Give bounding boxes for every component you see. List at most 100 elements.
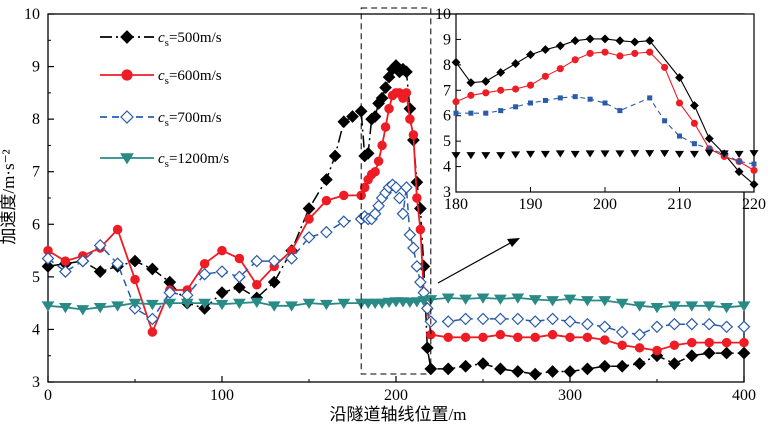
data-point bbox=[410, 297, 424, 308]
inset-data-point bbox=[451, 57, 461, 67]
data-point bbox=[563, 365, 577, 378]
data-point bbox=[720, 320, 733, 334]
data-point bbox=[198, 298, 212, 310]
data-point bbox=[217, 245, 227, 256]
data-point bbox=[130, 274, 140, 285]
data-point bbox=[739, 337, 749, 348]
inset-data-point bbox=[751, 161, 757, 167]
inset-data-point bbox=[646, 48, 654, 56]
arrow-head bbox=[507, 238, 520, 247]
inset-data-point bbox=[482, 89, 490, 97]
data-point bbox=[337, 115, 351, 129]
data-point bbox=[403, 228, 417, 242]
data-point bbox=[320, 173, 333, 186]
inset-data-point bbox=[690, 119, 698, 127]
data-point bbox=[396, 207, 410, 221]
inset-data-point bbox=[734, 150, 744, 159]
x-axis-label: 沿隧道轴线位置/m bbox=[330, 405, 467, 424]
inset-data-point bbox=[466, 78, 476, 88]
data-point bbox=[233, 281, 246, 294]
inset-y-tick-label: 8 bbox=[443, 57, 451, 74]
legend-label: cs=700m/s bbox=[158, 110, 222, 129]
data-point bbox=[478, 332, 488, 343]
data-point bbox=[547, 329, 558, 340]
data-point bbox=[111, 257, 124, 271]
inset-y-tick-label: 5 bbox=[443, 133, 451, 150]
inset-data-point bbox=[512, 85, 520, 93]
inset-data-point bbox=[662, 118, 668, 124]
inset-data-point bbox=[660, 150, 670, 158]
data-point bbox=[146, 312, 159, 326]
inset-data-point bbox=[645, 36, 655, 46]
inset-data-point bbox=[631, 49, 639, 57]
data-point bbox=[600, 335, 610, 345]
inset-data-point bbox=[481, 76, 491, 86]
data-point bbox=[441, 362, 455, 376]
inset-data-point bbox=[452, 98, 460, 106]
inset-y-tick-label: 6 bbox=[443, 108, 451, 125]
data-point bbox=[459, 359, 472, 373]
data-point bbox=[337, 298, 351, 310]
data-point bbox=[163, 286, 177, 299]
data-point bbox=[565, 332, 575, 343]
data-point bbox=[199, 258, 210, 269]
data-point bbox=[408, 130, 419, 140]
inset-data-point bbox=[704, 149, 714, 157]
data-point bbox=[737, 301, 751, 312]
inset-data-point bbox=[675, 99, 684, 107]
data-point bbox=[582, 332, 593, 343]
inset-y-tick-label: 3 bbox=[443, 184, 451, 201]
x-tick-label: 200 bbox=[384, 387, 408, 404]
data-point bbox=[234, 253, 245, 264]
data-point bbox=[443, 332, 453, 343]
data-point bbox=[410, 259, 424, 273]
data-point bbox=[417, 296, 431, 307]
inset-data-point bbox=[555, 150, 565, 158]
data-point bbox=[146, 262, 159, 276]
inset-data-point bbox=[615, 150, 625, 158]
data-point bbox=[250, 254, 264, 268]
data-point bbox=[59, 265, 72, 278]
legend-marker bbox=[120, 30, 134, 44]
data-point bbox=[511, 312, 525, 326]
data-point bbox=[650, 320, 664, 334]
data-point bbox=[495, 329, 506, 340]
inset-data-point bbox=[511, 151, 521, 159]
inset-data-point bbox=[527, 100, 534, 106]
inset-data-point bbox=[468, 110, 474, 116]
data-point bbox=[441, 315, 455, 328]
data-point bbox=[546, 365, 559, 378]
data-point bbox=[400, 181, 413, 194]
data-point bbox=[511, 293, 525, 304]
legend-marker bbox=[120, 110, 134, 124]
data-point bbox=[530, 332, 540, 343]
x-tick-label: 400 bbox=[732, 387, 756, 404]
inset-data-point bbox=[600, 34, 610, 44]
y-tick-label: 9 bbox=[32, 59, 40, 76]
data-point bbox=[668, 317, 681, 331]
inset-data-point bbox=[602, 100, 608, 106]
inset-series-0 bbox=[451, 34, 759, 189]
y-tick-label: 7 bbox=[32, 164, 40, 181]
data-point bbox=[720, 302, 734, 314]
y-axis-label: 加速度/m·s⁻² bbox=[0, 149, 18, 244]
legend-label: cs=600m/s bbox=[158, 68, 222, 87]
data-point bbox=[198, 267, 211, 281]
data-point bbox=[415, 224, 426, 235]
data-point bbox=[598, 296, 612, 307]
data-point bbox=[76, 254, 90, 268]
inset-y-tick-label: 7 bbox=[443, 82, 451, 99]
data-point bbox=[685, 317, 699, 331]
inset-y-tick-label: 10 bbox=[435, 6, 451, 23]
data-point bbox=[370, 166, 380, 177]
data-point bbox=[361, 146, 375, 160]
data-point bbox=[702, 346, 716, 360]
data-point bbox=[41, 259, 55, 273]
inset-data-point bbox=[511, 59, 521, 69]
data-point bbox=[546, 312, 559, 326]
data-point bbox=[685, 349, 699, 363]
inset-data-point bbox=[453, 110, 459, 116]
data-point bbox=[128, 254, 142, 268]
inset-x-tick-label: 210 bbox=[668, 196, 692, 213]
inset-data-point bbox=[675, 73, 684, 83]
